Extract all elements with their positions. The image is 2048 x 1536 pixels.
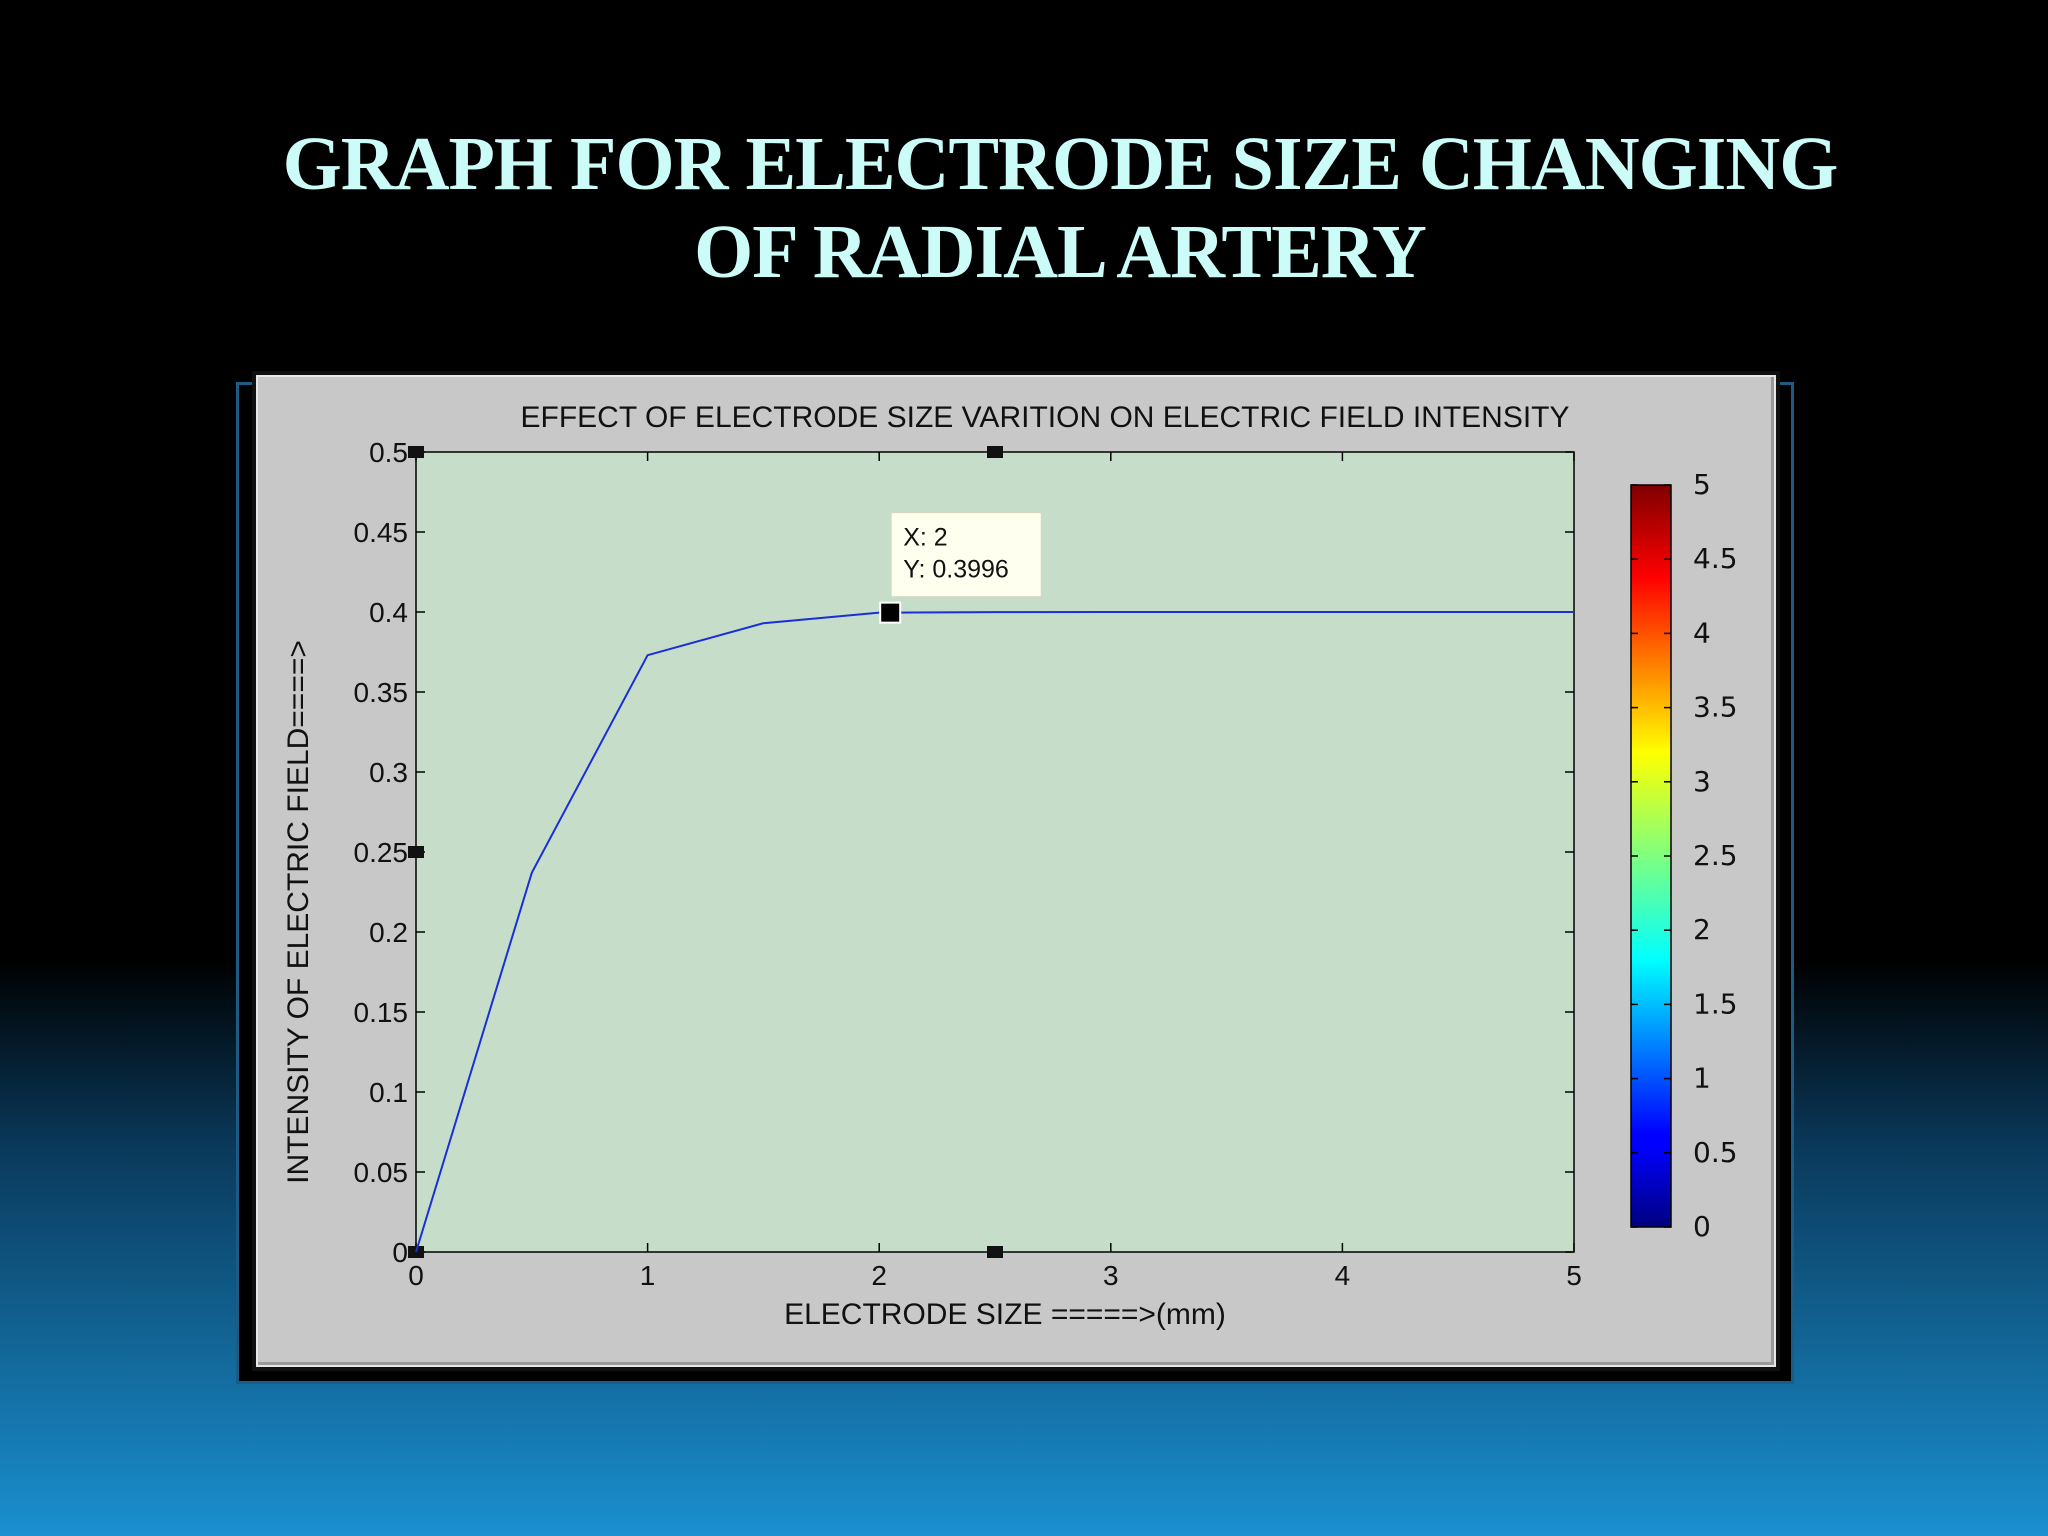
colorbar-tick-label: 3.5 [1693,691,1738,724]
colorbar-tick-label: 0 [1693,1210,1711,1243]
y-tick-label: 0.35 [354,677,409,708]
x-tick-label: 5 [1566,1260,1582,1291]
datatip-x-label: X: 2 [903,524,947,552]
chart-title: EFFECT OF ELECTRODE SIZE VARITION ON ELE… [520,401,1569,434]
y-tick-label: 0.2 [369,917,408,948]
selection-handle [987,446,1003,458]
y-tick-label: 0.3 [369,757,408,788]
datatip-marker [879,601,902,624]
datatip-y-label: Y: 0.3996 [903,556,1009,584]
colorbar-tick-label: 3 [1693,765,1711,798]
y-tick-label: 0 [392,1237,408,1268]
colorbar-tick-label: 5 [1693,468,1711,501]
selection-handle [987,1246,1003,1258]
slide-title: GRAPH FOR ELECTRODE SIZE CHANGING OF RAD… [200,120,1920,296]
colorbar-tick-label: 2.5 [1693,839,1738,872]
y-tick-label: 0.1 [369,1077,408,1108]
y-tick-label: 0.15 [354,997,409,1028]
slide-title-line2: OF RADIAL ARTERY [694,210,1427,294]
series-line [415,611,1574,1253]
x-tick-label: 0 [408,1260,424,1291]
y-tick-label: 0.4 [369,597,408,628]
x-tick-label: 4 [1335,1260,1351,1291]
y-tick-label: 0.5 [369,437,408,468]
colorbar-tick-label: 2 [1693,913,1711,946]
x-tick-label: 1 [640,1260,656,1291]
datatip-box [890,512,1042,598]
colorbar-tick-label: 0.5 [1693,1136,1738,1169]
colorbar-tick-label: 4 [1693,616,1711,649]
figure-window: EFFECT OF ELECTRODE SIZE VARITION ON ELE… [256,375,1776,1367]
colorbar-tick-label: 1.5 [1693,987,1738,1020]
x-tick-label: 3 [1103,1260,1119,1291]
colorbar-tick-label: 4.5 [1693,542,1738,575]
selection-handle [408,846,424,858]
x-axis-label: ELECTRODE SIZE =====>(mm) [784,1298,1226,1331]
chart: EFFECT OF ELECTRODE SIZE VARITION ON ELE… [282,401,1738,1331]
y-tick-label: 0.25 [354,837,409,868]
y-tick-label: 0.45 [354,517,409,548]
slide-title-line1: GRAPH FOR ELECTRODE SIZE CHANGING [282,122,1839,206]
colorbar-tick-label: 1 [1693,1062,1711,1095]
selection-handle [408,446,424,458]
y-axis-label: INTENSITY OF ELECTRIC FIELD====> [282,640,315,1184]
x-tick-label: 2 [871,1260,887,1291]
y-tick-label: 0.05 [354,1157,409,1188]
